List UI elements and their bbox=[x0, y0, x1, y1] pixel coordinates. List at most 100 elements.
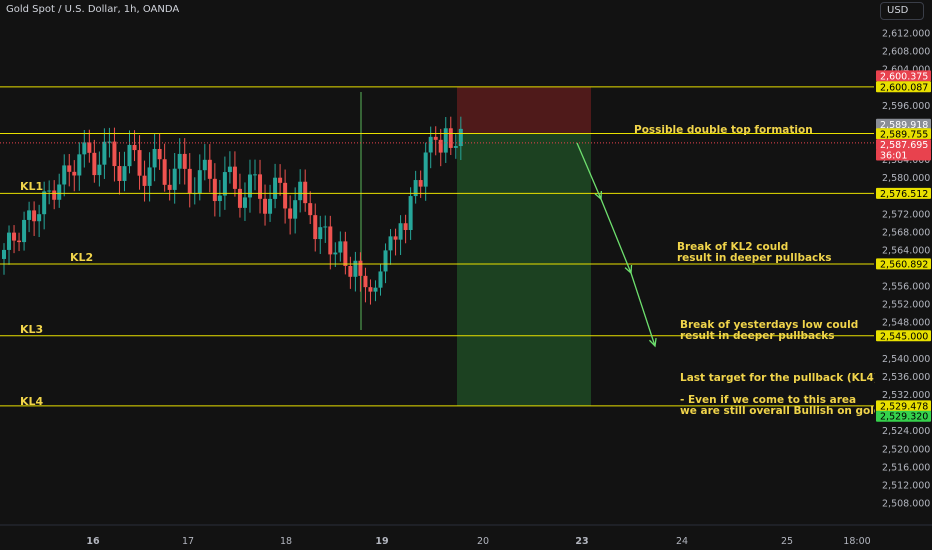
candle-body bbox=[333, 252, 338, 255]
candle-body bbox=[207, 159, 212, 179]
candle-body bbox=[293, 200, 298, 219]
candle-body bbox=[157, 148, 162, 160]
candle-body bbox=[7, 232, 12, 250]
candle-body bbox=[142, 175, 147, 186]
currency-selector[interactable]: USD bbox=[880, 2, 924, 20]
candle-body bbox=[132, 144, 137, 151]
candle-body bbox=[97, 164, 102, 176]
key-level-label: KL3 bbox=[20, 323, 43, 336]
candle bbox=[413, 170, 418, 204]
candle bbox=[132, 130, 137, 162]
annotation-text: Break of yesterdays low could bbox=[680, 319, 858, 331]
candle bbox=[242, 182, 247, 221]
candle bbox=[137, 135, 142, 190]
candle bbox=[368, 279, 373, 305]
candle bbox=[263, 184, 268, 226]
price-tag bbox=[876, 128, 931, 140]
candle bbox=[378, 264, 383, 296]
candle bbox=[253, 159, 257, 191]
candle bbox=[318, 215, 323, 254]
candle-body bbox=[162, 159, 167, 185]
price-tick-label: 2,556.000 bbox=[882, 282, 930, 293]
candle bbox=[22, 211, 27, 251]
time-tick-label: 25 bbox=[781, 536, 793, 547]
candle-body bbox=[112, 141, 117, 167]
candle bbox=[57, 173, 62, 208]
price-tick-label: 2,536.000 bbox=[882, 372, 930, 383]
candle bbox=[117, 151, 122, 195]
price-tick-label: 2,520.000 bbox=[882, 444, 930, 455]
candle bbox=[403, 214, 408, 244]
candle bbox=[433, 126, 438, 156]
candle bbox=[62, 154, 67, 197]
time-tick-label: 20 bbox=[477, 536, 489, 547]
candle bbox=[258, 159, 263, 214]
price-tick-label: 2,584.000 bbox=[882, 155, 930, 166]
symbol-title: Gold Spot / U.S. Dollar, 1h, OANDA bbox=[6, 4, 180, 15]
candle-body bbox=[328, 226, 333, 255]
price-tick-label: 2,572.000 bbox=[882, 209, 930, 220]
annotation-text: - Even if we come to this area bbox=[680, 394, 856, 406]
price-tag-label: 2,560.892 bbox=[880, 259, 928, 270]
price-tag bbox=[876, 400, 931, 412]
candle bbox=[348, 256, 353, 289]
candle-body bbox=[82, 142, 87, 155]
price-tag-label: 2,587.695 bbox=[880, 140, 928, 151]
candle-body bbox=[152, 148, 157, 168]
price-tag-label: 2,589.755 bbox=[880, 129, 928, 140]
candle bbox=[72, 160, 77, 192]
candle-body bbox=[182, 153, 187, 169]
candle-body bbox=[403, 223, 408, 231]
candle-body bbox=[222, 172, 227, 196]
price-tick-label: 2,596.000 bbox=[882, 101, 930, 112]
candle bbox=[47, 180, 52, 205]
candle-body bbox=[353, 260, 358, 277]
price-tick-label: 2,512.000 bbox=[882, 480, 930, 491]
candle bbox=[142, 160, 147, 202]
candle-body bbox=[453, 146, 458, 148]
price-tag-label: 2,589.918 bbox=[880, 120, 928, 131]
candle-body bbox=[338, 241, 343, 253]
candle-body bbox=[237, 188, 242, 208]
candle bbox=[42, 181, 47, 230]
price-tick-label: 2,568.000 bbox=[882, 227, 930, 238]
candle-body bbox=[27, 210, 32, 220]
candle-body bbox=[77, 154, 82, 176]
candle bbox=[82, 130, 87, 168]
price-tag bbox=[876, 149, 931, 161]
candle bbox=[338, 231, 343, 262]
candle bbox=[408, 187, 413, 240]
candle-body bbox=[117, 166, 122, 181]
candle bbox=[438, 128, 443, 167]
candle bbox=[423, 142, 428, 201]
candle-body bbox=[373, 287, 378, 292]
candle-body bbox=[177, 153, 182, 169]
candle-body bbox=[127, 144, 132, 167]
price-tag bbox=[876, 330, 931, 342]
candle-body bbox=[147, 167, 152, 186]
candle bbox=[197, 154, 202, 201]
candle-body bbox=[107, 141, 112, 143]
time-tick-label: 18 bbox=[280, 536, 292, 547]
candle bbox=[388, 229, 393, 265]
candle-body bbox=[102, 141, 107, 165]
candle-body bbox=[313, 215, 318, 240]
price-tag bbox=[876, 410, 931, 422]
projection-arrow-line bbox=[630, 272, 656, 347]
annotation-text: we are still overall Bullish on gold. bbox=[680, 405, 885, 417]
annotation-text: Last target for the pullback (KL4) bbox=[680, 372, 879, 384]
candle bbox=[373, 280, 378, 302]
price-tick-label: 2,548.000 bbox=[882, 318, 930, 329]
candle bbox=[67, 153, 72, 187]
candle bbox=[358, 252, 363, 292]
candle bbox=[268, 184, 273, 222]
candle bbox=[207, 144, 212, 193]
candle-body bbox=[242, 197, 247, 208]
price-tick-label: 2,604.000 bbox=[882, 65, 930, 76]
candle-body bbox=[232, 166, 237, 189]
candle bbox=[152, 133, 157, 182]
candle bbox=[127, 130, 132, 174]
candle bbox=[232, 151, 237, 197]
